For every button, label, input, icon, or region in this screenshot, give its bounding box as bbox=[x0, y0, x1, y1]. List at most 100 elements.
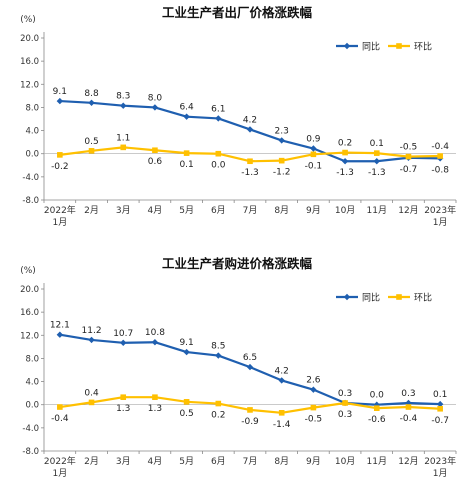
x-tick-label: 2022年 bbox=[44, 204, 76, 216]
y-tick-label: 0.0 bbox=[25, 150, 39, 160]
data-point-mom bbox=[88, 148, 95, 154]
output-price-chart: 工业生产者出厂价格涨跌幅 (%) -8.0 -4.0 0.0 4.0 8.0 12.0 16.0… bbox=[20, 5, 457, 228]
y-tick-label: 4.0 bbox=[25, 127, 39, 137]
data-label-mom: 1.3 bbox=[116, 404, 130, 414]
data-label-yoy: -1.3 bbox=[336, 168, 354, 178]
data-point-mom bbox=[183, 150, 190, 156]
data-label-mom: 0.3 bbox=[338, 410, 352, 420]
data-point-yoy bbox=[310, 145, 317, 152]
y-tick-label: 12.0 bbox=[20, 80, 39, 90]
data-point-yoy bbox=[278, 137, 285, 144]
y-unit-label: (%) bbox=[20, 15, 36, 25]
y-tick-label: 8.0 bbox=[25, 103, 39, 113]
data-label-yoy: 12.1 bbox=[50, 321, 70, 331]
data-label-yoy: 6.4 bbox=[179, 103, 194, 113]
data-point-mom bbox=[278, 410, 285, 416]
x-tick-label: 6月 bbox=[211, 205, 226, 216]
data-label-mom: -0.4 bbox=[51, 414, 69, 424]
x-tick-label: 7月 bbox=[243, 205, 258, 216]
x-tick-label: 9月 bbox=[306, 456, 321, 467]
legend-label: 同比 bbox=[362, 292, 380, 304]
data-label-mom: -0.4 bbox=[400, 414, 418, 424]
x-tick-label: 9月 bbox=[306, 205, 321, 216]
data-label-yoy: 11.2 bbox=[82, 326, 102, 336]
data-label-mom: -0.2 bbox=[51, 162, 69, 172]
legend-marker bbox=[343, 293, 351, 301]
data-label-mom: 0.2 bbox=[211, 411, 225, 421]
data-label-yoy: 2.6 bbox=[306, 376, 321, 386]
data-label-yoy: 10.8 bbox=[145, 328, 165, 338]
chart-title: 工业生产者出厂价格涨跌幅 bbox=[162, 5, 313, 20]
data-point-yoy bbox=[341, 158, 349, 165]
data-label-mom: -0.9 bbox=[241, 417, 259, 427]
x-tick-label: 1月 bbox=[433, 217, 448, 228]
x-tick-label: 2023年 bbox=[424, 455, 456, 467]
y-tick-label: 20.0 bbox=[20, 285, 39, 295]
data-label-mom: -0.6 bbox=[368, 415, 386, 425]
data-label-mom: 1.3 bbox=[148, 404, 162, 414]
data-point-mom bbox=[310, 404, 317, 411]
data-point-mom bbox=[373, 150, 380, 156]
data-label-yoy: 0.3 bbox=[338, 389, 352, 399]
data-point-yoy bbox=[120, 339, 127, 347]
data-label-yoy: -0.8 bbox=[431, 165, 449, 175]
x-tick-label: 12月 bbox=[398, 205, 418, 216]
x-tick-label: 2023年 bbox=[424, 204, 456, 216]
x-tick-label: 1月 bbox=[52, 217, 67, 228]
data-point-mom bbox=[152, 394, 158, 400]
y-tick-label: 4.0 bbox=[25, 378, 39, 388]
y-tick-label: -8.0 bbox=[22, 447, 39, 457]
y-tick-label: 20.0 bbox=[20, 34, 39, 44]
y-tick-label: -4.0 bbox=[22, 173, 39, 183]
x-tick-label: 4月 bbox=[148, 456, 163, 467]
x-tick-label: 2022年 bbox=[44, 455, 76, 467]
x-tick-label: 2月 bbox=[84, 205, 99, 216]
x-tick-label: 10月 bbox=[335, 205, 355, 216]
data-label-mom: -0.7 bbox=[431, 416, 449, 426]
data-point-mom bbox=[120, 144, 127, 151]
data-label-mom: -0.4 bbox=[431, 142, 449, 152]
data-label-yoy: 8.8 bbox=[84, 89, 99, 99]
x-tick-label: 6月 bbox=[211, 456, 226, 467]
x-tick-label: 8月 bbox=[274, 456, 289, 467]
data-point-yoy bbox=[151, 104, 159, 111]
data-label-yoy: 4.2 bbox=[275, 366, 289, 376]
chart-title: 工业生产者购进价格涨跌幅 bbox=[162, 256, 313, 271]
data-label-yoy: 8.5 bbox=[211, 342, 225, 352]
data-label-mom: 0.0 bbox=[211, 161, 226, 171]
data-point-mom bbox=[88, 399, 95, 406]
data-point-yoy bbox=[310, 386, 317, 393]
data-point-mom bbox=[437, 405, 443, 412]
data-label-mom: -0.5 bbox=[400, 143, 418, 153]
data-point-yoy bbox=[151, 339, 159, 346]
data-label-yoy: 4.2 bbox=[243, 115, 257, 125]
data-point-mom bbox=[278, 157, 285, 164]
data-label-yoy: 10.7 bbox=[113, 329, 133, 339]
data-point-mom bbox=[57, 404, 63, 410]
data-label-yoy: 0.3 bbox=[401, 389, 415, 399]
data-label-mom: 0.4 bbox=[84, 388, 99, 398]
y-tick-label: 8.0 bbox=[25, 354, 39, 364]
legend-marker bbox=[396, 294, 402, 300]
data-point-yoy bbox=[373, 158, 380, 165]
data-label-yoy: 6.5 bbox=[243, 353, 257, 363]
x-tick-label: 3月 bbox=[116, 205, 131, 216]
y-tick-label: 0.0 bbox=[25, 401, 39, 411]
data-label-mom: 0.6 bbox=[148, 157, 163, 167]
x-tick-label: 1月 bbox=[433, 468, 448, 479]
data-label-mom: 0.5 bbox=[179, 409, 193, 419]
output-price-chart-svg: 工业生产者出厂价格涨跌幅 (%) -8.0 -4.0 0.0 4.0 8.0 12.0 16.0… bbox=[20, 5, 457, 228]
data-point-yoy bbox=[215, 115, 222, 122]
data-point-mom bbox=[310, 151, 317, 158]
data-point-mom bbox=[373, 405, 380, 411]
y-tick-label: 16.0 bbox=[20, 308, 39, 318]
data-point-mom bbox=[215, 150, 222, 157]
data-label-mom: -1.2 bbox=[273, 168, 291, 178]
data-label-mom: -1.4 bbox=[273, 420, 291, 430]
x-tick-label: 10月 bbox=[335, 456, 355, 467]
data-point-mom bbox=[405, 153, 412, 160]
purchase-price-chart-svg: 工业生产者购进价格涨跌幅 (%) -8.0 -4.0 0.0 4.0 8.0 12.0 16.0… bbox=[20, 256, 457, 479]
purchase-price-chart: 工业生产者购进价格涨跌幅 (%) -8.0 -4.0 0.0 4.0 8.0 12.0 16.0… bbox=[0, 251, 474, 502]
data-point-yoy bbox=[215, 352, 222, 359]
legend-marker bbox=[396, 43, 402, 49]
